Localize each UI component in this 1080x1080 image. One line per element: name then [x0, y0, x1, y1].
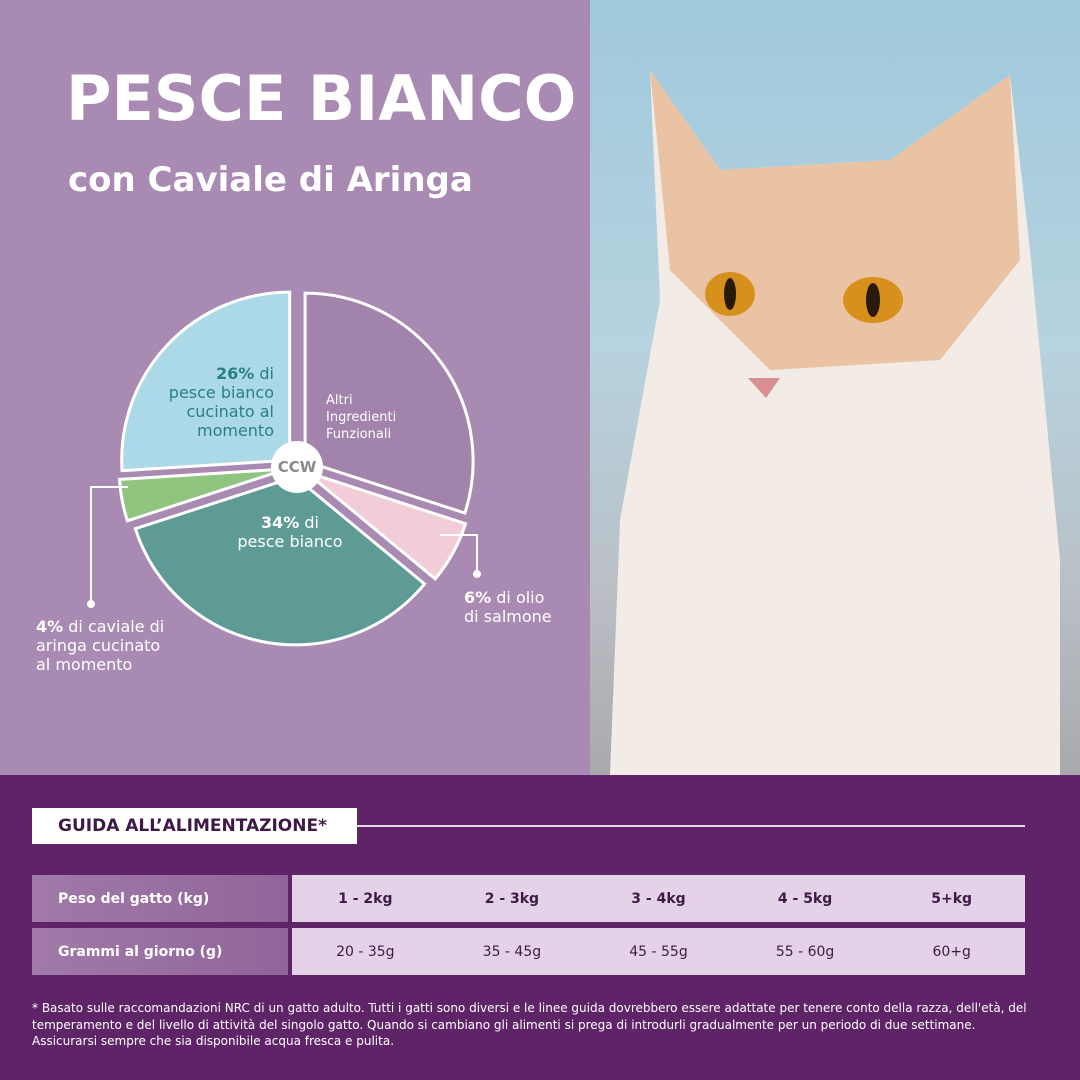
- row-header: Grammi al giorno (g): [32, 928, 288, 975]
- pie-slice: [120, 290, 292, 473]
- ingredient-pie-chart: [87, 290, 481, 647]
- table-cell: 1 - 2kg: [338, 890, 393, 907]
- table-cell: 55 - 60g: [775, 943, 835, 960]
- pie-slice: [304, 470, 468, 582]
- label-pesce-bianco-cucinato: 26% di pesce bianco cucinato al momento: [168, 364, 274, 440]
- footnote: * Basato sulle raccomandazioni NRC di un…: [32, 1001, 1027, 1048]
- pie-slice: [133, 475, 427, 647]
- label-altri-ingredienti: Altri Ingredienti Funzionali: [326, 393, 397, 442]
- cat-photo: [590, 0, 1080, 775]
- table-row-weight: Peso del gatto (kg) 1 - 2kg 2 - 3kg 3 - 4k…: [32, 875, 1025, 922]
- table-cell: 60+g: [932, 943, 971, 960]
- label-pesce-bianco: 34% di pesce bianco: [237, 513, 343, 551]
- leader-dot-caviale: [87, 600, 95, 608]
- label-caviale-aringa: 4% di caviale di aringa cucinato al moment…: [36, 617, 165, 674]
- brand-badge: CCW: [271, 441, 323, 493]
- leader-dot-salmone: [473, 570, 481, 578]
- table-cell: 20 - 35g: [336, 943, 395, 960]
- row-header: Peso del gatto (kg): [32, 875, 288, 922]
- table-cell: 4 - 5kg: [777, 890, 833, 907]
- product-subtitle: con Caviale di Aringa: [68, 160, 473, 200]
- table-cell: 3 - 4kg: [631, 890, 686, 907]
- divider: [357, 825, 1025, 827]
- pie-slice: [303, 291, 475, 515]
- table-cell: 45 - 55g: [629, 943, 688, 960]
- leader-line-caviale: [90, 486, 128, 604]
- table-cell: 2 - 3kg: [484, 890, 540, 907]
- product-title: PESCE BIANCO: [66, 62, 577, 135]
- label-olio-salmone: 6% di olio di salmone: [464, 588, 552, 626]
- pie-slice: [117, 467, 288, 523]
- table-row-grams: Grammi al giorno (g) 20 - 35g 35 - 45g 45 …: [32, 928, 1025, 975]
- leader-line-salmone: [440, 534, 478, 574]
- table-cell: 35 - 45g: [482, 943, 542, 960]
- table-cell: 5+kg: [931, 890, 973, 907]
- feeding-guide-heading: GUIDA ALL’ALIMENTAZIONE*: [32, 808, 357, 844]
